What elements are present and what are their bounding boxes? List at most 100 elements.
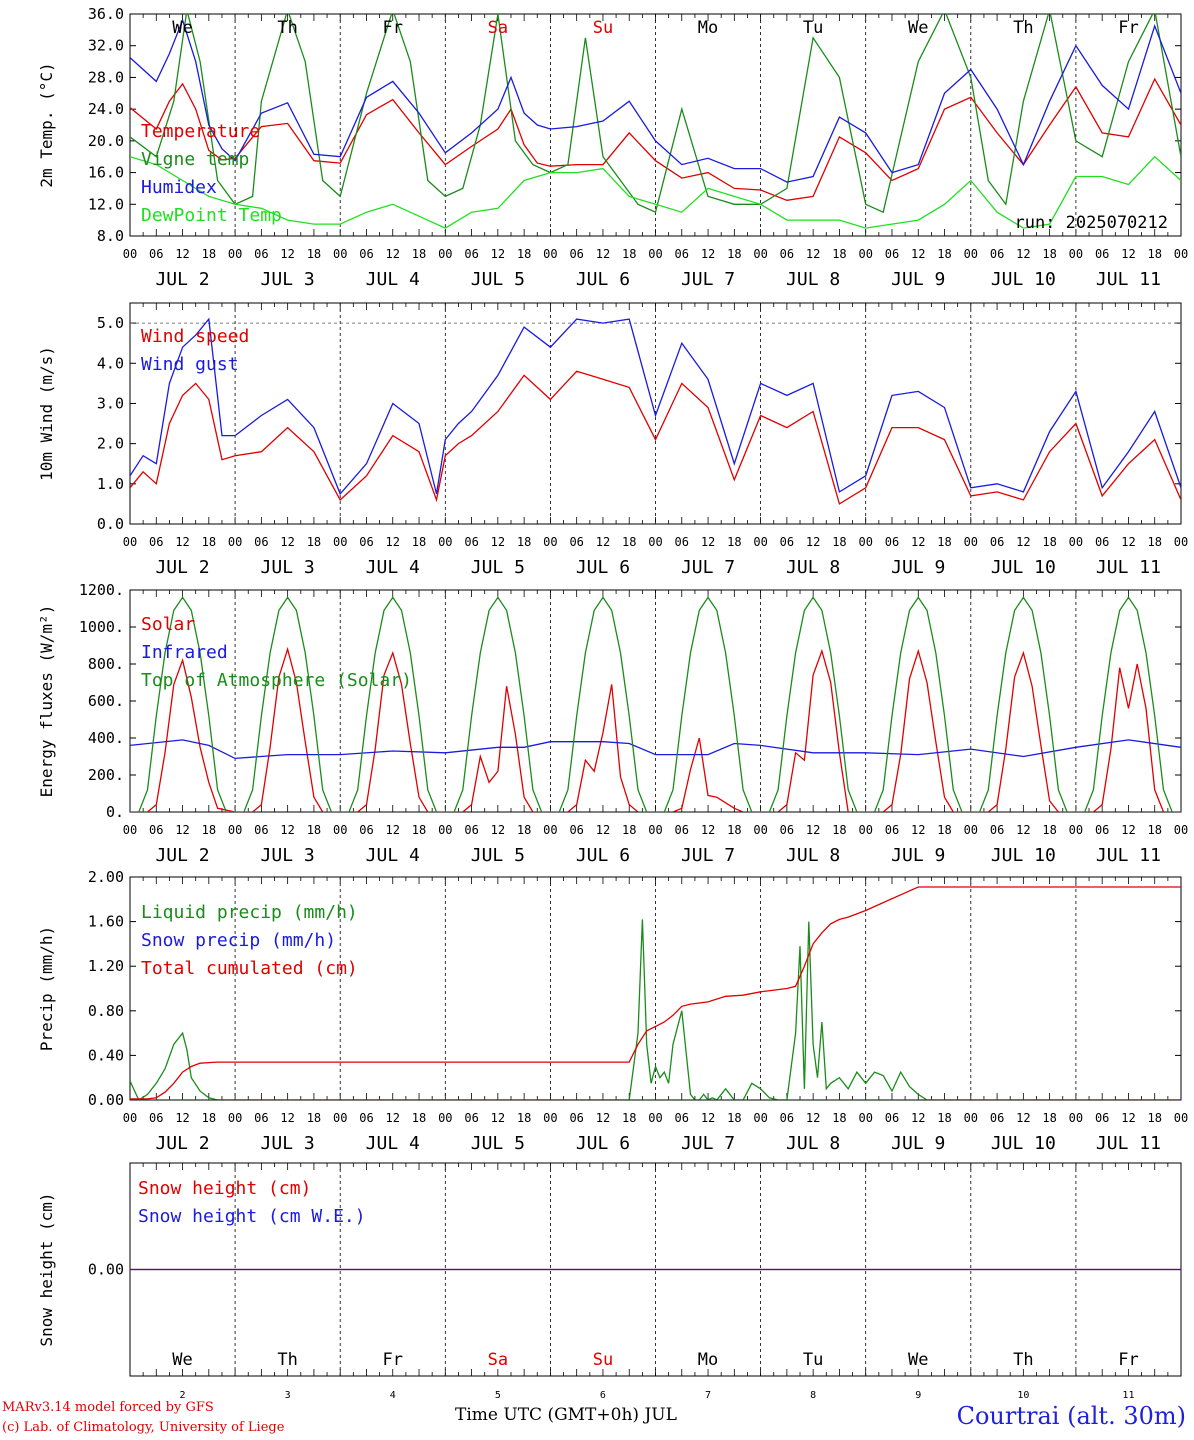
legend-entry: Wind speed xyxy=(141,326,249,347)
y-tick-label: 20.0 xyxy=(88,132,124,150)
series-line-total-cumulated-cm xyxy=(130,886,1181,1100)
hour-label: 00 xyxy=(543,247,557,261)
hour-label: 06 xyxy=(1095,247,1109,261)
date-label: JUL 5 xyxy=(471,845,525,866)
hour-label: 06 xyxy=(1095,1111,1109,1125)
date-label: JUL 9 xyxy=(891,269,945,290)
day-name-bottom: Tu xyxy=(803,1350,823,1370)
run-label: run: 2025070212 xyxy=(1014,213,1168,233)
hour-label: 18 xyxy=(202,823,216,837)
hour-label: 00 xyxy=(228,823,242,837)
hour-label: 18 xyxy=(1042,823,1056,837)
y-tick-label: 1.20 xyxy=(88,957,124,975)
hour-label: 18 xyxy=(517,823,531,837)
date-label: JUL 6 xyxy=(576,845,630,866)
legend-entry: Snow precip (mm/h) xyxy=(141,930,336,951)
hour-label: 00 xyxy=(648,247,662,261)
hour-label: 12 xyxy=(596,823,610,837)
date-label: JUL 2 xyxy=(155,1133,209,1154)
hour-label: 06 xyxy=(1095,535,1109,549)
hour-label: 12 xyxy=(806,823,820,837)
hour-label: 12 xyxy=(911,1111,925,1125)
hour-label: 06 xyxy=(464,247,478,261)
hour-label: 12 xyxy=(911,247,925,261)
hour-label: 00 xyxy=(123,1111,137,1125)
hour-label: 00 xyxy=(964,535,978,549)
hour-label: 18 xyxy=(1147,1111,1161,1125)
hour-label: 00 xyxy=(123,823,137,837)
hour-label: 18 xyxy=(412,1111,426,1125)
hour-label: 06 xyxy=(464,535,478,549)
hour-label: 18 xyxy=(937,823,951,837)
hour-label: 00 xyxy=(1174,247,1188,261)
hour-label: 12 xyxy=(1121,535,1135,549)
hour-label: 06 xyxy=(254,247,268,261)
hour-label: 18 xyxy=(727,823,741,837)
hour-label: 12 xyxy=(701,823,715,837)
hour-label: 18 xyxy=(937,247,951,261)
hour-label: 00 xyxy=(753,1111,767,1125)
lab-credit: (c) Lab. of Climatology, University of L… xyxy=(2,1420,285,1435)
hour-label: 00 xyxy=(858,1111,872,1125)
day-name-bottom: Th xyxy=(1013,1350,1033,1370)
day-number: 11 xyxy=(1122,1390,1134,1401)
day-name-bottom: Th xyxy=(277,1350,297,1370)
legend-entry: Liquid precip (mm/h) xyxy=(141,902,358,923)
hour-label: 00 xyxy=(858,535,872,549)
y-tick-label: 1.60 xyxy=(88,913,124,931)
hour-label: 00 xyxy=(1069,247,1083,261)
series-line-temperature xyxy=(130,77,1181,201)
hour-label: 00 xyxy=(333,823,347,837)
date-label: JUL 7 xyxy=(681,1133,735,1154)
y-tick-label: 0.80 xyxy=(88,1002,124,1020)
date-label: JUL 3 xyxy=(261,557,315,578)
hour-label: 18 xyxy=(412,535,426,549)
date-label: JUL 8 xyxy=(786,269,840,290)
y-tick-label: 32.0 xyxy=(88,37,124,55)
hour-label: 12 xyxy=(491,1111,505,1125)
hour-label: 00 xyxy=(753,247,767,261)
hour-label: 06 xyxy=(885,535,899,549)
hour-label: 06 xyxy=(149,247,163,261)
hour-label: 12 xyxy=(175,535,189,549)
hour-label: 18 xyxy=(307,535,321,549)
day-name-top: We xyxy=(908,18,928,38)
hour-label: 00 xyxy=(964,247,978,261)
hour-label: 00 xyxy=(333,535,347,549)
legend-entry: Solar xyxy=(141,614,195,635)
date-label: JUL 9 xyxy=(891,557,945,578)
hour-label: 06 xyxy=(359,823,373,837)
hour-label: 18 xyxy=(1042,1111,1056,1125)
model-credit: MARv3.14 model forced by GFS xyxy=(2,1400,214,1415)
date-label: JUL 11 xyxy=(1096,557,1161,578)
hour-label: 00 xyxy=(543,1111,557,1125)
hour-label: 00 xyxy=(753,823,767,837)
hour-label: 00 xyxy=(1069,823,1083,837)
date-label: JUL 2 xyxy=(155,557,209,578)
hour-label: 18 xyxy=(1147,535,1161,549)
hour-label: 06 xyxy=(990,823,1004,837)
y-tick-label: 16.0 xyxy=(88,164,124,182)
day-name-bottom: Sa xyxy=(488,1350,508,1370)
hour-label: 00 xyxy=(123,247,137,261)
legend-entry: Snow height (cm W.E.) xyxy=(138,1206,366,1227)
date-label: JUL 2 xyxy=(155,845,209,866)
legend-entry: Vigne temp xyxy=(141,149,249,170)
hour-label: 06 xyxy=(885,247,899,261)
hour-label: 12 xyxy=(491,823,505,837)
hour-label: 12 xyxy=(491,535,505,549)
day-number: 5 xyxy=(495,1390,501,1401)
date-label: JUL 7 xyxy=(681,845,735,866)
hour-label: 06 xyxy=(780,535,794,549)
hour-label: 00 xyxy=(1174,823,1188,837)
hour-label: 12 xyxy=(1121,247,1135,261)
series-line-dewpoint-temp xyxy=(130,155,1181,229)
hour-label: 00 xyxy=(648,1111,662,1125)
y-tick-label: 36.0 xyxy=(88,5,124,23)
y-tick-label: 5.0 xyxy=(97,314,124,332)
hour-label: 00 xyxy=(964,1111,978,1125)
hour-label: 12 xyxy=(386,823,400,837)
series-line-wind-gust xyxy=(130,317,1181,496)
hour-label: 12 xyxy=(1016,1111,1030,1125)
hour-label: 06 xyxy=(1095,823,1109,837)
